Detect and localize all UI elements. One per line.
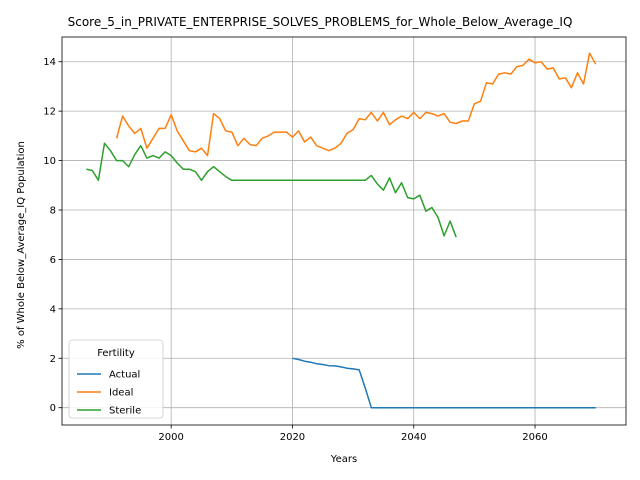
legend: Fertility Actual Ideal Sterile bbox=[68, 339, 164, 419]
series-line-sterile bbox=[86, 142, 457, 238]
legend-title: Fertility bbox=[97, 348, 135, 359]
y-tick-label: 8 bbox=[50, 205, 56, 216]
x-tick-label: 2040 bbox=[401, 432, 426, 443]
x-tick-label: 2020 bbox=[280, 432, 305, 443]
legend-label-actual: Actual bbox=[109, 370, 140, 381]
y-tick-label: 6 bbox=[50, 255, 56, 266]
chart-title: Score_5_in_PRIVATE_ENTERPRISE_SOLVES_PRO… bbox=[68, 15, 573, 29]
x-tick-label: 2000 bbox=[158, 432, 183, 443]
plot-frame bbox=[61, 36, 627, 426]
legend-box bbox=[68, 339, 164, 419]
axis-ticks: 2000 2020 2040 2060 0 2 4 6 8 10 12 14 bbox=[43, 57, 547, 443]
y-axis-label: % of Whole Below_Average_IQ Population bbox=[16, 141, 27, 349]
legend-label-ideal: Ideal bbox=[109, 388, 133, 399]
x-axis-label: Years bbox=[330, 454, 357, 465]
series-line-actual bbox=[292, 357, 596, 409]
y-tick-label: 12 bbox=[43, 107, 56, 118]
y-tick-label: 4 bbox=[50, 304, 56, 315]
x-tick-label: 2060 bbox=[522, 432, 547, 443]
series-lines bbox=[86, 52, 597, 409]
series-line-ideal bbox=[115, 52, 597, 157]
y-tick-label: 14 bbox=[43, 57, 56, 68]
y-tick-label: 2 bbox=[50, 354, 56, 365]
legend-label-sterile: Sterile bbox=[109, 406, 141, 417]
y-tick-label: 0 bbox=[50, 403, 56, 414]
y-tick-label: 10 bbox=[43, 156, 56, 167]
